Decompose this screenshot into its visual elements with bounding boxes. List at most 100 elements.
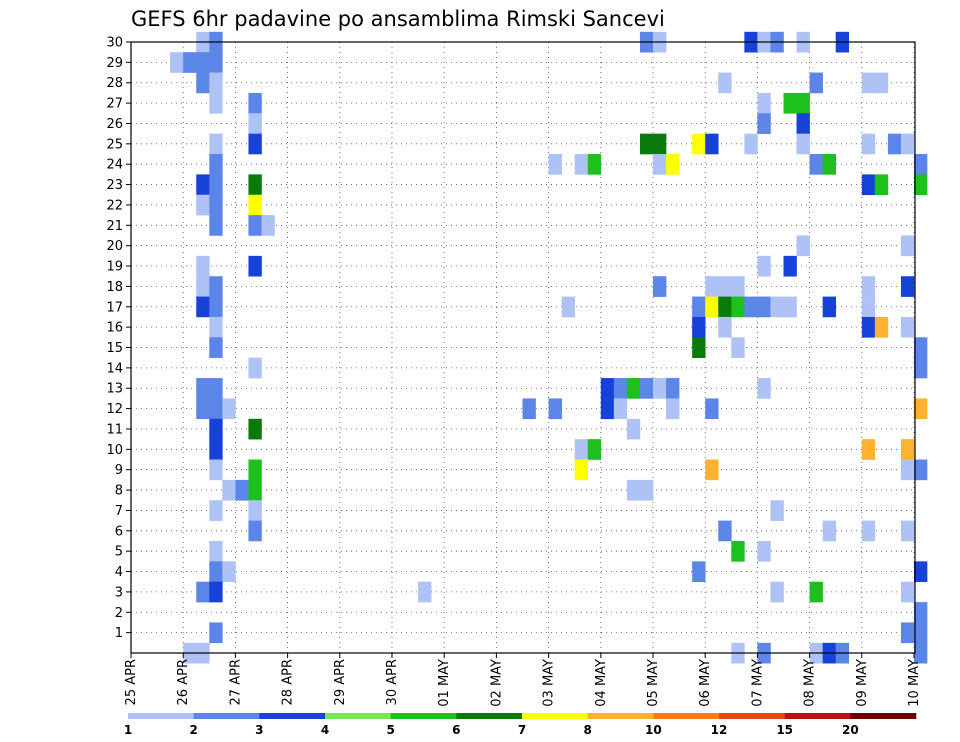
colorbar-swatch <box>193 713 260 719</box>
heatmap-cell <box>822 520 836 542</box>
y-tick-label: 2 <box>115 606 123 621</box>
colorbar-label: 15 <box>776 723 793 737</box>
colorbar-swatch <box>784 713 851 719</box>
heatmap-cell <box>731 540 745 562</box>
heatmap-cell <box>613 398 628 420</box>
heatmap-cell <box>796 235 810 257</box>
heatmap-cell <box>639 378 654 399</box>
heatmap-cell <box>666 398 680 420</box>
heatmap-cell <box>861 276 876 297</box>
y-tick-label: 10 <box>106 443 123 458</box>
heatmap-cell <box>783 255 797 277</box>
colorbar-label: 4 <box>321 723 329 737</box>
heatmap-cell <box>248 357 262 379</box>
heatmap-cell <box>209 133 223 155</box>
heatmap-cell <box>692 133 706 155</box>
heatmap-cell <box>705 276 719 297</box>
heatmap-cell <box>705 133 719 155</box>
heatmap-cell <box>209 337 223 358</box>
colorbar-swatch <box>850 713 917 719</box>
heatmap-cell <box>639 133 654 155</box>
heatmap-cell <box>718 276 732 297</box>
heatmap-cell <box>248 255 262 277</box>
heatmap-cell <box>744 133 758 155</box>
colorbar-label: 7 <box>518 723 526 737</box>
heatmap-cell <box>783 296 797 318</box>
heatmap-cell <box>718 316 732 338</box>
y-tick-label: 21 <box>106 219 123 234</box>
heatmap-cell <box>639 479 654 501</box>
heatmap-cell <box>522 398 536 420</box>
heatmap-cell <box>705 296 719 318</box>
heatmap-cell <box>209 540 223 562</box>
heatmap-cell <box>209 622 223 644</box>
heatmap-cell <box>587 154 602 175</box>
heatmap-cell <box>196 72 210 94</box>
heatmap-cell <box>796 92 810 114</box>
heatmap-cell <box>914 602 928 623</box>
heatmap-cell <box>874 174 889 196</box>
heatmap-cell <box>861 520 876 542</box>
x-tick-label: 05 MAY <box>646 659 661 707</box>
heatmap-cell <box>209 418 223 440</box>
heatmap-cell <box>248 133 262 155</box>
heatmap-cell <box>757 92 771 114</box>
x-tick-label: 27 APR <box>228 659 243 705</box>
heatmap-cell <box>209 296 223 318</box>
heatmap-cell <box>666 378 680 399</box>
heatmap-cell <box>196 296 210 318</box>
heatmap-cell <box>261 215 275 236</box>
colorbar-swatch <box>719 713 785 719</box>
y-tick-label: 26 <box>106 117 123 132</box>
heatmap-cell <box>626 479 641 501</box>
heatmap-cell <box>248 174 262 196</box>
heatmap-cell <box>718 296 732 318</box>
colorbar-label: 10 <box>645 723 662 737</box>
heatmap-cell <box>196 581 210 603</box>
heatmap-cell <box>718 72 732 94</box>
y-tick-label: 9 <box>115 463 123 478</box>
y-tick-label: 22 <box>106 198 123 213</box>
heatmap-cell <box>209 52 223 73</box>
x-tick-label: 03 MAY <box>542 659 557 707</box>
colorbar-swatch <box>259 713 326 719</box>
heatmap-cell <box>914 459 928 481</box>
heatmap-cell <box>900 316 915 338</box>
heatmap-cell <box>900 235 915 257</box>
colorbar-swatch <box>587 713 654 719</box>
x-axis-ticks: 25 APR 26 APR 27 APR 28 APR 29 APR 30 APR 01 M… <box>124 653 922 707</box>
heatmap-cell <box>757 113 771 134</box>
heatmap-cell <box>887 133 902 155</box>
heatmap-cell <box>705 459 719 481</box>
y-tick-label: 11 <box>106 422 123 437</box>
heatmap-cell <box>822 296 836 318</box>
heatmap-cell <box>809 581 823 603</box>
x-tick-label: 07 MAY <box>750 659 765 707</box>
heatmap-cell <box>900 133 915 155</box>
heatmap-cell <box>692 561 706 583</box>
heatmap-cell <box>914 174 928 196</box>
colorbar-label: 1 <box>124 723 132 737</box>
colorbar-swatch <box>325 713 391 719</box>
heatmap-cell <box>574 439 589 460</box>
heatmap-cell <box>666 154 680 175</box>
y-tick-label: 18 <box>106 280 123 295</box>
heatmap-cell <box>770 500 784 521</box>
heatmap-cell <box>809 72 823 94</box>
heatmap-cell <box>692 337 706 358</box>
heatmap-cell <box>900 520 915 542</box>
heatmap-cell <box>248 215 262 236</box>
heatmap-cell <box>248 500 262 521</box>
heatmap-cell <box>209 581 223 603</box>
x-tick-label: 06 MAY <box>698 659 713 707</box>
heatmap-cell <box>248 194 262 216</box>
heatmap-cell <box>196 276 210 297</box>
heatmap-cell <box>196 255 210 277</box>
heatmap-cell <box>822 154 836 175</box>
heatmap-cell <box>248 520 262 542</box>
heatmap-cell <box>209 316 223 338</box>
heatmap-cell <box>600 378 615 399</box>
x-tick-label: 08 MAY <box>803 659 818 707</box>
heatmap-cells <box>170 31 928 664</box>
heatmap-cell <box>222 561 236 583</box>
